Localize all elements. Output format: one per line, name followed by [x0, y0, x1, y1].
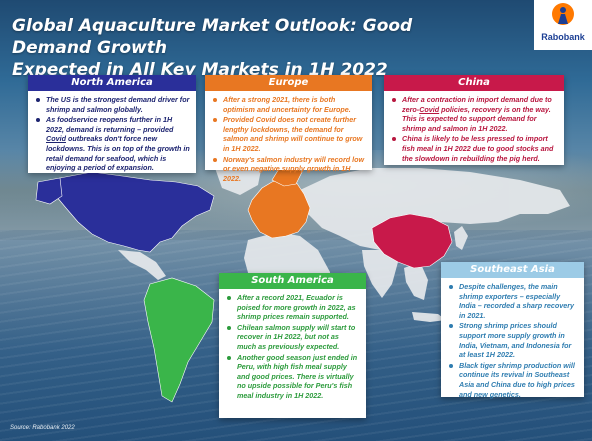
rabobank-logo: Rabobank — [534, 0, 592, 50]
north-america-covid-term: Covid — [46, 134, 66, 144]
south-america-bullet-1: After a record 2021, Ecuador is poised f… — [227, 293, 360, 322]
china-bullet-1: After a contraction in import demand due… — [392, 95, 558, 133]
southeast-asia-heading: Southeast Asia — [441, 262, 584, 278]
north-america-bullet-2-part-a: As foodservice reopens further in 1H 202… — [46, 115, 174, 134]
southeast-asia-bullet-3: Black tiger shrimp production will conti… — [449, 361, 578, 399]
asia-land — [300, 168, 570, 250]
europe-heading: Europe — [205, 75, 372, 91]
north-america-bullets: The US is the strongest demand driver fo… — [28, 91, 196, 173]
north-america-heading: North America — [28, 75, 196, 91]
europe-panel: Europe After a strong 2021, there is bot… — [205, 75, 372, 183]
south-america-heading: South America — [219, 273, 366, 289]
rabobank-logo-icon — [552, 3, 574, 25]
china-bullet-1-part-b: policies, recovery is on the way. This i… — [402, 104, 551, 133]
title-line-1: Global Aquaculture Market Outlook: Good … — [12, 16, 413, 58]
north-america-region — [55, 171, 215, 253]
rabobank-logo-text: Rabobank — [541, 32, 585, 42]
south-america-bullet-2: Chilean salmon supply will start to reco… — [227, 323, 360, 352]
southeast-asia-bullet-1: Despite challenges, the main shrimp expo… — [449, 282, 578, 320]
south-america-bullet-3: Another good season just ended in Peru, … — [227, 353, 360, 401]
page-title: Global Aquaculture Market Outlook: Good … — [12, 15, 482, 81]
se-asia-land — [404, 262, 428, 300]
north-america-panel: North America The US is the strongest de… — [28, 75, 196, 173]
europe-bullet-1: After a strong 2021, there is both optim… — [213, 95, 366, 114]
china-bullets: After a contraction in import demand due… — [384, 91, 564, 163]
europe-bullet-3: Norway's salmon industry will record low… — [213, 155, 366, 184]
europe-region — [247, 177, 311, 239]
china-heading: China — [384, 75, 564, 91]
north-america-bullet-2: As foodservice reopens further in 1H 202… — [36, 115, 190, 173]
north-america-bullet-1: The US is the strongest demand driver fo… — [36, 95, 190, 114]
china-bullet-2: China is likely to be less pressed to im… — [392, 134, 558, 163]
europe-bullet-2: Provided Covid does not create further l… — [213, 115, 366, 153]
southeast-asia-panel: Southeast Asia Despite challenges, the m… — [441, 262, 584, 399]
china-bullet-1-part-a: After a contraction in import demand due… — [402, 95, 552, 114]
southeast-asia-bullet-2: Strong shrimp prices should support more… — [449, 321, 578, 359]
india-land — [362, 250, 398, 298]
north-america-bullet-2-part-b: outbreaks don't force new lockdowns. Thi… — [46, 134, 190, 173]
japan-land — [454, 226, 468, 250]
china-region — [371, 213, 453, 269]
china-panel: China After a contraction in import dema… — [384, 75, 564, 165]
south-america-bullets: After a record 2021, Ecuador is poised f… — [219, 289, 366, 401]
central-america-land — [118, 250, 166, 280]
europe-bullets: After a strong 2021, there is both optim… — [205, 91, 372, 183]
south-america-panel: South America After a record 2021, Ecuad… — [219, 273, 366, 418]
south-america-region — [143, 277, 215, 403]
alaska-region — [35, 177, 63, 205]
china-covid-term: Covid — [419, 104, 440, 114]
southeast-asia-bullets: Despite challenges, the main shrimp expo… — [441, 278, 584, 399]
source-note: Source: Rabobank 2022 — [10, 425, 75, 431]
